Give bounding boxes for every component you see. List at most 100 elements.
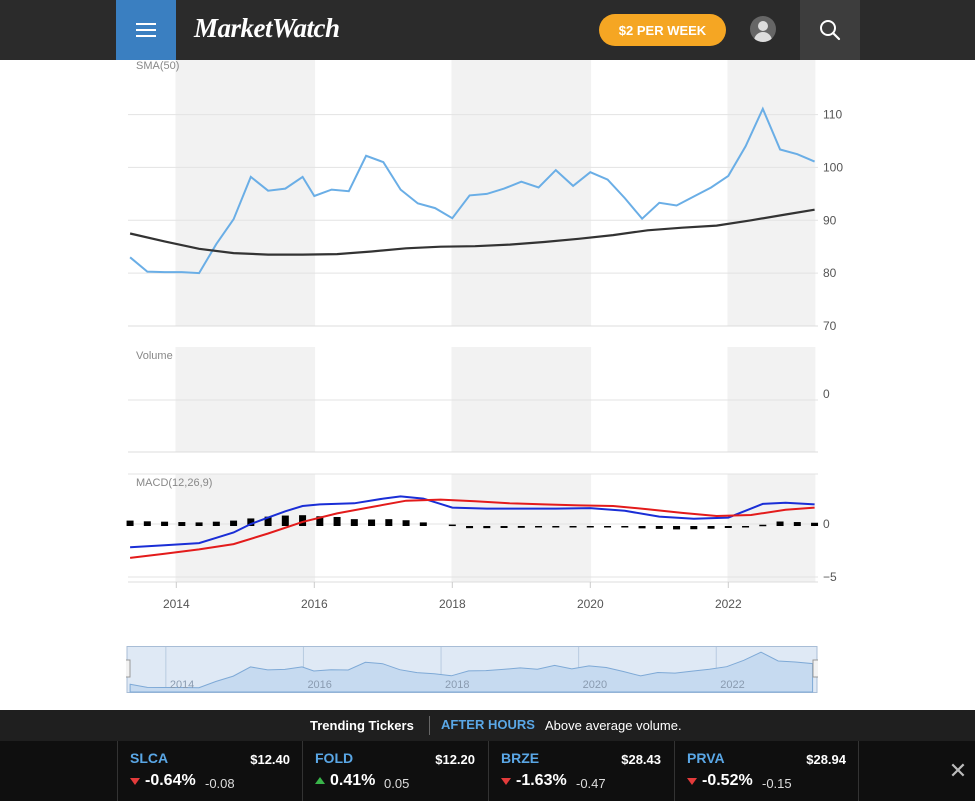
macd-histogram-bar [368,519,376,526]
ticker-slca[interactable]: SLCA $12.40 -0.64% -0.08 [117,741,302,801]
macd-histogram-bar [759,524,767,527]
macd-histogram-bar [776,521,784,526]
macd-histogram-bar [742,526,750,528]
macd-histogram-bar [178,522,186,526]
macd-histogram-bar [811,522,819,526]
ticker-change: -0.47 [576,776,606,791]
macd-histogram-bar [586,526,594,528]
menu-button[interactable] [116,0,176,60]
ticker-symbol[interactable]: PRVA [687,750,725,766]
ticker-price: $28.94 [806,752,846,767]
macd-histogram-bar [230,520,238,526]
macd-histogram-bar [316,516,324,526]
after-hours-label[interactable]: AFTER HOURS [441,717,535,732]
ticker-price: $12.40 [250,752,290,767]
price-tick-label: 100 [823,160,843,174]
macd-histogram-bar [466,526,474,529]
macd-tick-label: 0 [823,517,830,531]
divider [429,716,430,735]
macd-histogram-bar [517,526,525,528]
subscribe-button[interactable]: $2 PER WEEK [599,14,726,46]
shaded-band [175,474,316,582]
ticker-price: $12.20 [435,752,475,767]
price-line [129,106,815,275]
user-icon[interactable] [750,16,776,42]
shaded-band [727,60,816,326]
navigator-area [129,651,814,693]
navigator-tick-label: 2018 [445,679,469,691]
ticker-change: -0.15 [762,776,792,791]
ticker-price: $28.43 [621,752,661,767]
x-tick-label: 2018 [439,597,466,611]
stock-chart[interactable]: SMA(50) Volume MACD(12,26,9) 110 100 90 80 7… [0,60,975,710]
ticker-prva[interactable]: PRVA $28.94 -0.52% -0.15 [674,741,859,801]
macd-histogram-bar [419,522,427,526]
shaded-band [451,60,592,326]
ticker-change: -0.08 [205,776,235,791]
macd-histogram-bar [126,520,134,526]
macd-histogram-bar [299,515,307,526]
ticker-brze[interactable]: BRZE $28.43 -1.63% -0.47 [488,741,673,801]
macd-histogram-bar [638,526,646,529]
menu-icon [136,23,156,37]
search-button[interactable] [800,0,860,60]
price-tick-label: 90 [823,213,837,227]
macd-histogram-bar [552,526,560,528]
macd-histogram-bar [724,526,732,528]
price-tick-label: 110 [823,108,842,122]
macd-line [130,495,815,549]
macd-histogram-bar [212,521,220,526]
macd-histogram-bar [707,526,715,529]
macd-histogram-bar [604,526,612,528]
macd-histogram-bar [500,526,508,528]
navigator-tick-label: 2022 [720,679,744,691]
macd-histogram-bar [195,522,203,526]
macd-histogram-bar [281,515,289,526]
search-icon [820,20,841,41]
range-navigator[interactable]: 2014 2016 2018 2020 2022 [126,646,818,693]
up-arrow-icon [315,777,325,784]
navigator-tick-label: 2020 [583,679,607,691]
x-tick-label: 2020 [577,597,604,611]
ticker-fold[interactable]: FOLD $12.20 0.41% 0.05 [302,741,487,801]
ticker-strip: SLCA $12.40 -0.64% -0.08 FOLD $12.20 0.4… [0,741,975,801]
ticker-symbol[interactable]: BRZE [501,750,540,766]
ticker-change: 0.05 [384,776,410,791]
macd-histogram-bar [569,526,577,528]
macd-histogram-bar [333,517,341,526]
shaded-band [451,474,592,582]
macd-histogram-bar [161,521,169,526]
navigator-left-handle[interactable] [126,659,131,678]
navigator-tick-label: 2016 [307,679,331,691]
navigator-right-handle[interactable] [812,659,818,678]
volume-tick-label: 0 [823,387,830,401]
macd-histogram-bar [247,518,255,526]
shaded-band [727,474,816,582]
trending-title: Trending Tickers [310,718,414,733]
down-arrow-icon [687,778,697,785]
ticker-symbol[interactable]: SLCA [130,750,169,766]
macd-histogram-bar [385,519,393,526]
sma-label: SMA(50) [136,60,179,72]
close-icon[interactable]: ✕ [948,758,968,783]
macd-label: MACD(12,26,9) [136,477,212,489]
price-tick-label: 80 [823,266,837,280]
macd-histogram-bar [350,519,358,526]
price-tick-label: 70 [823,319,837,333]
macd-tick-label: −5 [823,570,837,584]
ticker-percent: 0.41% [330,772,376,789]
x-tick-label: 2014 [163,597,190,611]
navigator-tick-label: 2014 [170,679,194,691]
macd-histogram-bar [402,520,410,526]
ticker-percent: -0.64% [145,772,196,789]
ticker-symbol[interactable]: FOLD [315,750,354,766]
macd-histogram-bar [535,526,543,528]
signal-line [129,498,815,559]
trending-description: Above average volume. [545,718,682,733]
x-tick-label: 2022 [715,597,742,611]
sma-line [129,208,815,256]
down-arrow-icon [130,778,140,785]
site-logo[interactable]: MarketWatch [194,13,340,43]
macd-histogram-bar [483,526,491,529]
macd-histogram-bar [264,516,272,526]
